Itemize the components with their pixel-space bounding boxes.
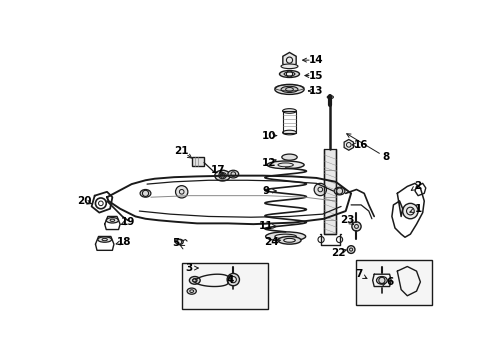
Ellipse shape <box>187 288 196 294</box>
Text: 22: 22 <box>330 248 345 258</box>
Text: 1: 1 <box>414 204 421 214</box>
Ellipse shape <box>333 187 344 195</box>
Ellipse shape <box>214 170 230 181</box>
Text: 7: 7 <box>354 269 362 279</box>
Text: 9: 9 <box>262 186 269 196</box>
Text: 14: 14 <box>308 55 323 65</box>
Ellipse shape <box>283 238 295 242</box>
Ellipse shape <box>376 276 386 284</box>
Ellipse shape <box>227 170 238 178</box>
Bar <box>182 263 267 309</box>
Ellipse shape <box>98 237 111 242</box>
Ellipse shape <box>284 72 294 76</box>
Circle shape <box>351 222 360 231</box>
Ellipse shape <box>189 276 200 284</box>
Text: 16: 16 <box>353 140 367 150</box>
Ellipse shape <box>140 189 151 197</box>
Ellipse shape <box>274 84 304 94</box>
Text: 21: 21 <box>174 146 188 156</box>
Text: 15: 15 <box>308 71 323 81</box>
Text: 20: 20 <box>77 196 91 206</box>
Ellipse shape <box>281 64 297 69</box>
Ellipse shape <box>266 161 304 169</box>
Ellipse shape <box>283 163 295 167</box>
Text: 8: 8 <box>381 152 388 162</box>
Ellipse shape <box>274 234 296 239</box>
Text: 4: 4 <box>226 275 233 285</box>
Text: 13: 13 <box>308 86 323 96</box>
Circle shape <box>226 274 239 286</box>
Ellipse shape <box>326 95 333 99</box>
Ellipse shape <box>282 109 296 113</box>
Bar <box>191 157 203 166</box>
Ellipse shape <box>281 86 297 93</box>
Ellipse shape <box>281 154 297 160</box>
Circle shape <box>346 246 354 253</box>
Circle shape <box>313 183 326 195</box>
Text: 2: 2 <box>414 181 421 191</box>
Text: 24: 24 <box>264 237 279 247</box>
Circle shape <box>402 203 417 219</box>
Ellipse shape <box>277 237 301 244</box>
Text: 19: 19 <box>121 217 135 227</box>
Ellipse shape <box>106 217 118 223</box>
Text: 18: 18 <box>117 237 131 247</box>
Ellipse shape <box>265 232 305 241</box>
Bar <box>356 260 431 305</box>
Text: 17: 17 <box>210 165 225 175</box>
Circle shape <box>230 276 236 283</box>
Bar <box>324 149 336 234</box>
Text: 6: 6 <box>385 277 392 287</box>
Text: 23: 23 <box>339 215 354 225</box>
Ellipse shape <box>218 172 226 179</box>
Ellipse shape <box>175 239 183 244</box>
Circle shape <box>175 186 187 198</box>
Text: 12: 12 <box>261 158 275 167</box>
Text: 3: 3 <box>185 263 193 273</box>
Text: 5: 5 <box>172 238 180 248</box>
Text: 10: 10 <box>261 131 275 141</box>
Ellipse shape <box>279 71 299 77</box>
Text: 11: 11 <box>259 221 273 231</box>
Ellipse shape <box>282 130 296 135</box>
